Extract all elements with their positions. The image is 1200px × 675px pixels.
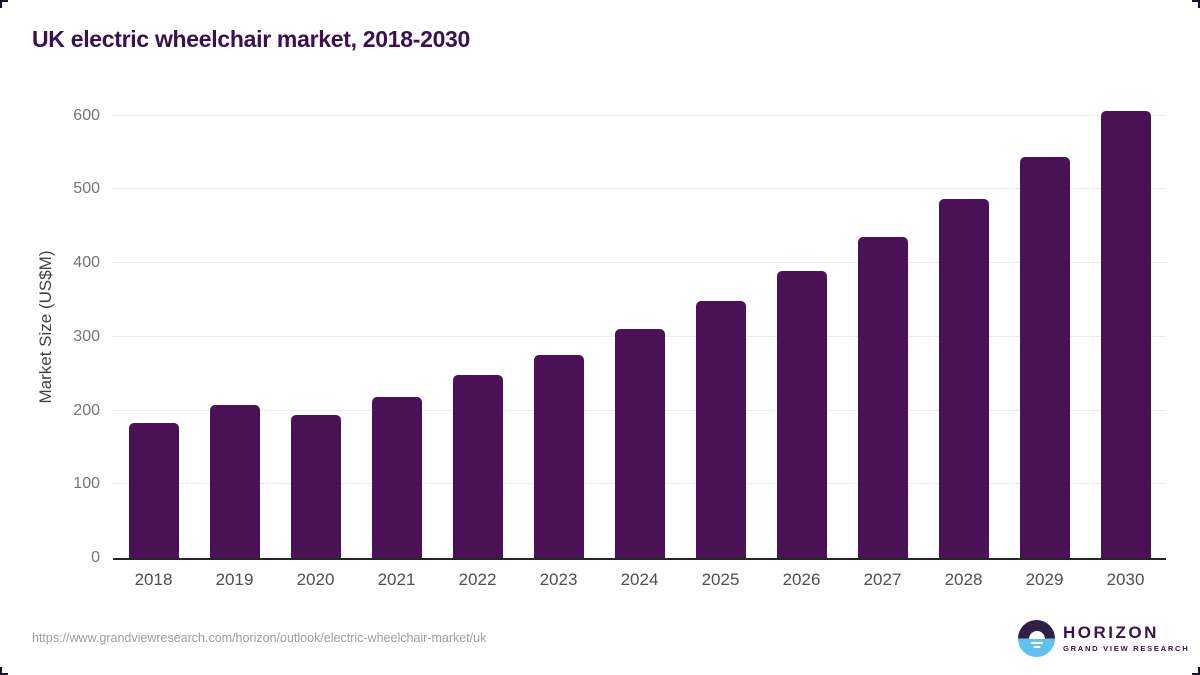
bar-2027 bbox=[857, 237, 908, 558]
x-tick-2026: 2026 bbox=[782, 570, 821, 589]
x-tick-2023: 2023 bbox=[539, 570, 578, 589]
bar-2021 bbox=[371, 396, 422, 558]
x-tick-2029: 2029 bbox=[1025, 570, 1064, 589]
bar-slot-2027 bbox=[842, 96, 923, 558]
x-tick-2027: 2027 bbox=[863, 570, 902, 589]
bar-slot-2019 bbox=[194, 96, 275, 558]
bar-slot-2026 bbox=[761, 96, 842, 558]
y-tick-0: 0 bbox=[91, 549, 100, 566]
bar-slot-2029 bbox=[1004, 96, 1085, 558]
bar-slot-2025 bbox=[680, 96, 761, 558]
y-tick-400: 400 bbox=[73, 254, 100, 272]
gridline-600 bbox=[113, 114, 1166, 116]
bar-2025 bbox=[695, 301, 746, 558]
source-url: https://www.grandviewresearch.com/horizo… bbox=[32, 631, 487, 645]
gridline-500 bbox=[113, 188, 1166, 190]
bar-2024 bbox=[614, 329, 665, 558]
bar-2018 bbox=[128, 423, 179, 558]
bar-slot-2021 bbox=[356, 96, 437, 558]
bar-2028 bbox=[938, 198, 989, 558]
bar-2030 bbox=[1100, 111, 1151, 558]
x-tick-2020: 2020 bbox=[296, 570, 335, 589]
x-tick-2024: 2024 bbox=[620, 570, 659, 589]
bar-2022 bbox=[452, 375, 503, 558]
bar-2029 bbox=[1019, 156, 1070, 558]
logo-subtitle: GRAND VIEW RESEARCH bbox=[1063, 644, 1190, 654]
plot-area bbox=[113, 96, 1166, 560]
y-tick-100: 100 bbox=[73, 475, 100, 493]
corner-mark-top-left bbox=[0, 0, 8, 8]
gridline-400 bbox=[113, 262, 1166, 264]
bar-2023 bbox=[533, 354, 584, 558]
bar-2019 bbox=[209, 404, 260, 558]
chart-title: UK electric wheelchair market, 2018-2030 bbox=[32, 26, 471, 52]
bar-2020 bbox=[290, 414, 341, 558]
corner-mark-bottom-right bbox=[1192, 667, 1200, 675]
x-tick-2018: 2018 bbox=[134, 570, 173, 589]
bar-2026 bbox=[776, 271, 827, 558]
y-tick-200: 200 bbox=[73, 401, 100, 419]
y-axis-ticks: 0 100 200 300 400 500 600 bbox=[52, 96, 100, 565]
corner-mark-top-right bbox=[1192, 0, 1200, 8]
x-tick-2030: 2030 bbox=[1106, 570, 1145, 589]
x-tick-2019: 2019 bbox=[215, 570, 254, 589]
logo-name: HORIZON bbox=[1063, 622, 1159, 642]
y-tick-500: 500 bbox=[73, 180, 100, 198]
x-axis-labels: 2018 2019 2020 2021 2022 2023 2024 2025 2026 2027… bbox=[113, 570, 1166, 590]
bar-slot-2024 bbox=[599, 96, 680, 558]
x-tick-2028: 2028 bbox=[944, 570, 983, 589]
bar-slot-2022 bbox=[437, 96, 518, 558]
x-tick-2021: 2021 bbox=[377, 570, 416, 589]
bar-slot-2023 bbox=[518, 96, 599, 558]
corner-mark-bottom-left bbox=[0, 667, 8, 675]
x-tick-2022: 2022 bbox=[458, 570, 497, 589]
y-tick-300: 300 bbox=[73, 327, 100, 345]
y-tick-600: 600 bbox=[73, 106, 100, 124]
horizon-sun-icon bbox=[1018, 620, 1055, 657]
brand-logo: HORIZON GRAND VIEW RESEARCH bbox=[1018, 620, 1189, 657]
x-tick-2025: 2025 bbox=[701, 570, 740, 589]
bar-slot-2030 bbox=[1085, 96, 1166, 558]
bar-slot-2020 bbox=[275, 96, 356, 558]
bar-slot-2028 bbox=[923, 96, 1004, 558]
bar-series bbox=[113, 96, 1166, 558]
bar-slot-2018 bbox=[113, 96, 194, 558]
